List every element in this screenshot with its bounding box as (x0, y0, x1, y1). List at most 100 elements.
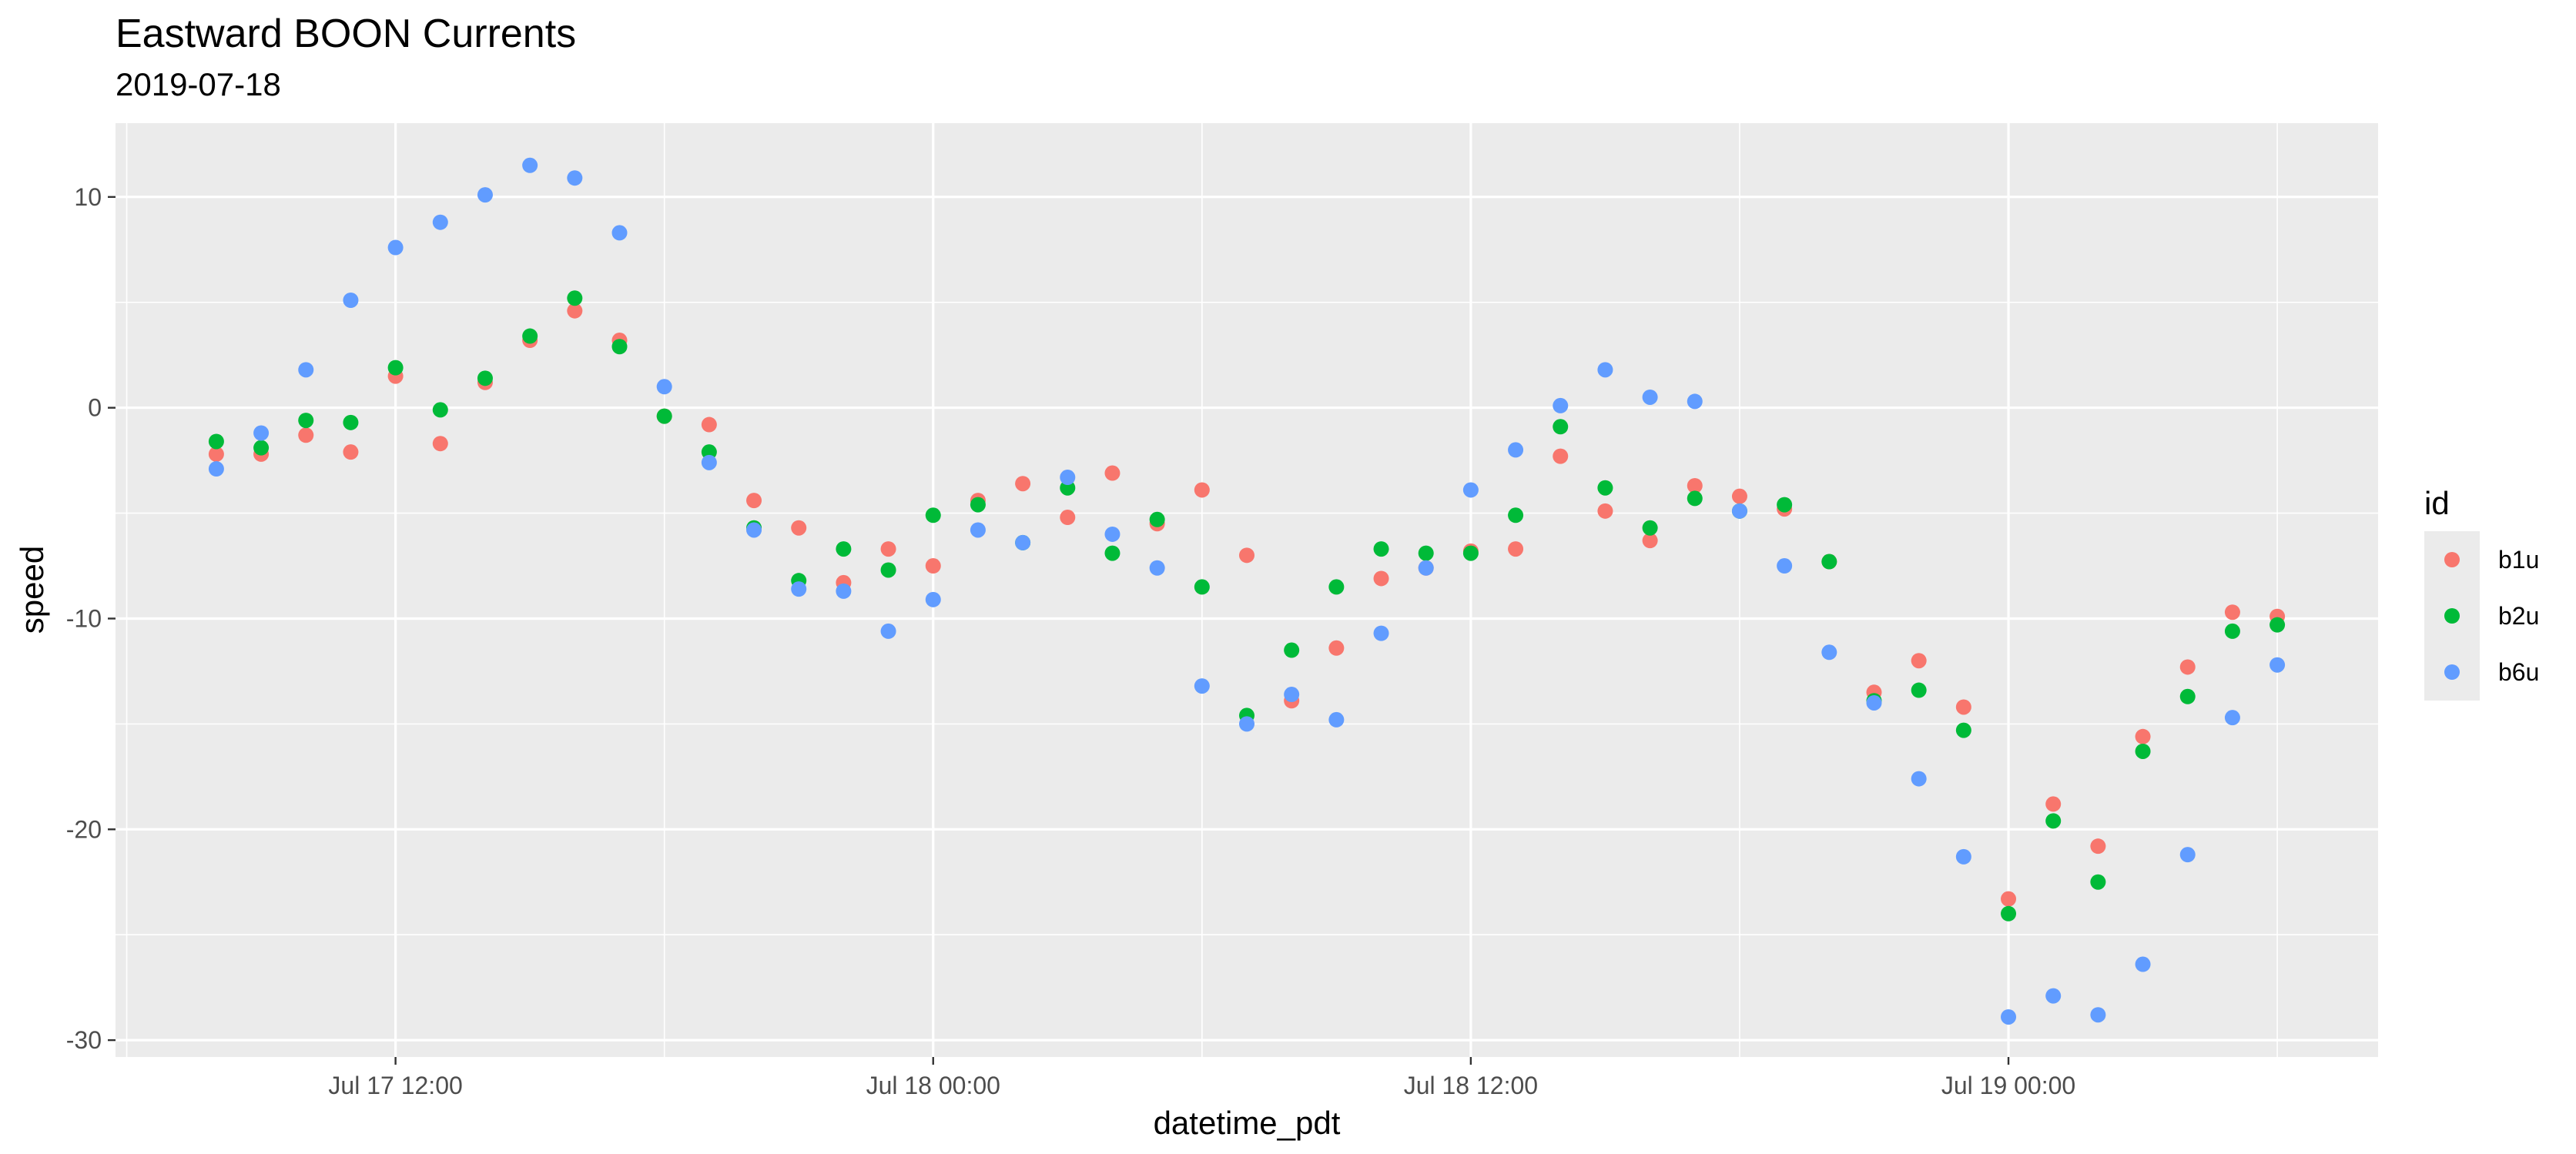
data-point (2135, 956, 2151, 972)
data-point (925, 558, 941, 574)
data-point (880, 541, 896, 557)
data-point (2090, 1007, 2106, 1023)
data-point (208, 433, 224, 450)
x-axis-ticks: Jul 17 12:00 Jul 18 00:00 Jul 18 12:00 Jul … (328, 1057, 2075, 1099)
data-point (2135, 728, 2151, 744)
data-point (1149, 560, 1165, 576)
data-point (298, 427, 314, 443)
data-point (298, 413, 314, 429)
legend: id b1u b2u b6u (2424, 485, 2539, 701)
y-tick-label: -10 (66, 604, 102, 632)
data-point (1687, 393, 1703, 410)
data-point (387, 360, 404, 376)
data-point (1284, 687, 1300, 703)
data-point (1642, 533, 1658, 549)
data-point (1821, 554, 1837, 570)
data-point (1955, 699, 1971, 715)
y-tick-label: 0 (88, 394, 102, 422)
data-point (432, 402, 448, 418)
data-point (880, 562, 896, 578)
data-point (2045, 813, 2062, 829)
data-point (1239, 716, 1255, 732)
data-point (1462, 545, 1479, 561)
data-point (2090, 874, 2106, 890)
x-tick-label: Jul 19 00:00 (1941, 1072, 2075, 1099)
data-point (1597, 503, 1613, 519)
legend-title: id (2424, 485, 2450, 521)
data-point (1911, 653, 1927, 669)
data-point (1866, 694, 1882, 711)
x-tick-label: Jul 18 12:00 (1404, 1072, 1538, 1099)
data-point (1284, 642, 1300, 658)
legend-items: b1u b2u b6u (2444, 546, 2539, 686)
data-point (567, 303, 583, 319)
data-point (1687, 490, 1703, 507)
data-point (925, 507, 941, 523)
data-point (701, 454, 717, 470)
data-point (1104, 465, 1121, 481)
data-point (1373, 541, 1389, 557)
x-tick-label: Jul 18 00:00 (866, 1072, 1000, 1099)
data-point (432, 214, 448, 230)
data-point (2179, 688, 2196, 704)
data-point (2269, 617, 2286, 633)
chart-subtitle: 2019-07-18 (116, 66, 281, 102)
series-b2u (208, 290, 2286, 922)
y-tick-label: -30 (66, 1026, 102, 1054)
data-point (1328, 579, 1345, 595)
data-point (1821, 644, 1837, 661)
data-point (1194, 678, 1210, 694)
data-point (701, 416, 717, 433)
data-point (1553, 448, 1569, 464)
data-point (836, 583, 852, 599)
y-axis-title: speed (14, 546, 50, 634)
legend-key-b1u (2444, 552, 2460, 567)
data-point (1239, 547, 1255, 564)
data-point (656, 408, 672, 424)
plot-panel (116, 123, 2378, 1057)
data-point (432, 436, 448, 452)
data-point (253, 440, 270, 456)
data-point (2224, 623, 2240, 639)
data-point (2001, 891, 2017, 907)
data-point (343, 444, 359, 460)
data-point (1328, 711, 1345, 728)
data-point (1508, 541, 1524, 557)
data-point (1373, 625, 1389, 641)
data-point (1418, 545, 1434, 561)
data-point (253, 425, 270, 441)
data-point (1955, 848, 1971, 865)
data-point (1418, 560, 1434, 576)
data-point (1597, 362, 1613, 378)
data-point (1731, 488, 1747, 504)
data-point (656, 379, 672, 395)
y-tick-label: 10 (74, 183, 102, 211)
data-point (1553, 419, 1569, 435)
data-point (2224, 604, 2240, 620)
data-point (1104, 545, 1121, 561)
data-point (1060, 480, 1076, 496)
data-point (2179, 847, 2196, 863)
data-point (1687, 477, 1703, 493)
legend-label: b1u (2498, 546, 2539, 574)
data-point (387, 239, 404, 256)
data-point (1642, 520, 1658, 536)
data-point (343, 293, 359, 309)
legend-label: b6u (2498, 658, 2539, 686)
data-point (970, 522, 986, 538)
data-point (1731, 503, 1747, 519)
data-point (2224, 710, 2240, 726)
data-point (522, 157, 538, 173)
data-point (1955, 722, 1971, 738)
data-point (1060, 470, 1076, 486)
data-point (2045, 988, 2062, 1004)
y-axis-ticks: 10 0 -10 -20 -30 (66, 183, 116, 1054)
x-axis-title: datetime_pdt (1154, 1105, 1341, 1141)
data-point (477, 187, 493, 203)
data-point (1642, 389, 1658, 405)
data-point (208, 446, 224, 462)
chart-title: Eastward BOON Currents (116, 12, 577, 56)
data-point (746, 493, 762, 509)
data-point (970, 497, 986, 513)
data-point (567, 290, 583, 306)
